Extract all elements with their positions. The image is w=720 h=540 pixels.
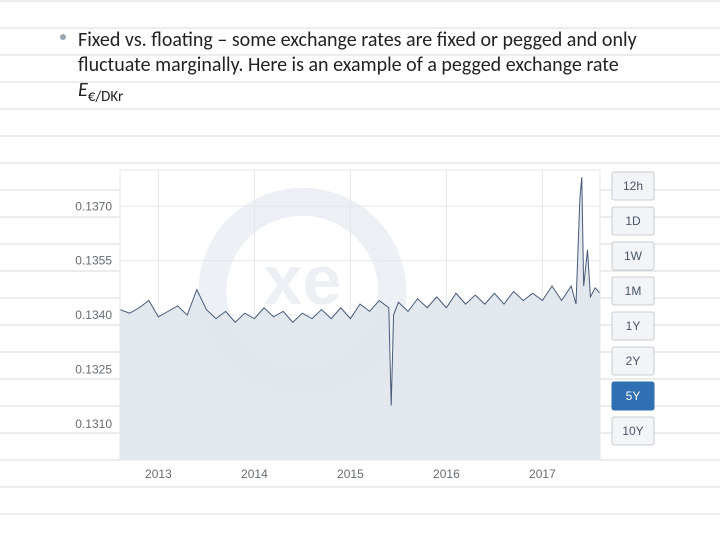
time-range-label: 1Y bbox=[626, 319, 641, 333]
svg-text:xe: xe bbox=[263, 241, 341, 319]
bullet-dot-icon bbox=[60, 34, 66, 40]
time-range-label: 1D bbox=[625, 214, 641, 228]
time-range-label: 1M bbox=[625, 284, 642, 298]
time-range-label: 1W bbox=[624, 249, 643, 263]
svg-text:0.1325: 0.1325 bbox=[75, 362, 112, 376]
time-range-label: 10Y bbox=[622, 424, 643, 438]
bullet-symbol: E bbox=[78, 78, 88, 102]
svg-text:2016: 2016 bbox=[433, 467, 460, 481]
time-range-label: 12h bbox=[623, 179, 643, 193]
bullet-text: Fixed vs. floating – some exchange rates… bbox=[78, 28, 660, 107]
time-range-label: 2Y bbox=[626, 354, 641, 368]
svg-text:2014: 2014 bbox=[241, 467, 268, 481]
slide: Fixed vs. floating – some exchange rates… bbox=[0, 0, 720, 540]
svg-text:0.1310: 0.1310 bbox=[75, 417, 112, 431]
bullet-item: Fixed vs. floating – some exchange rates… bbox=[60, 28, 660, 107]
svg-text:0.1370: 0.1370 bbox=[75, 199, 112, 213]
bullet-lead: Fixed vs. floating – some exchange rates… bbox=[78, 28, 637, 77]
time-range-label: 5Y bbox=[626, 389, 641, 403]
svg-text:2015: 2015 bbox=[337, 467, 364, 481]
svg-text:0.1340: 0.1340 bbox=[75, 308, 112, 322]
chart-svg: xe 0.1310 0.1325 0.1340 0.1355 0.1370 2013 2014… bbox=[60, 160, 660, 500]
svg-text:2017: 2017 bbox=[529, 467, 556, 481]
exchange-rate-chart: xe 0.1310 0.1325 0.1340 0.1355 0.1370 2013 2014… bbox=[60, 160, 660, 500]
svg-text:0.1355: 0.1355 bbox=[75, 254, 112, 268]
bullet-subscript: €/DKr bbox=[88, 88, 123, 106]
svg-text:2013: 2013 bbox=[145, 467, 172, 481]
